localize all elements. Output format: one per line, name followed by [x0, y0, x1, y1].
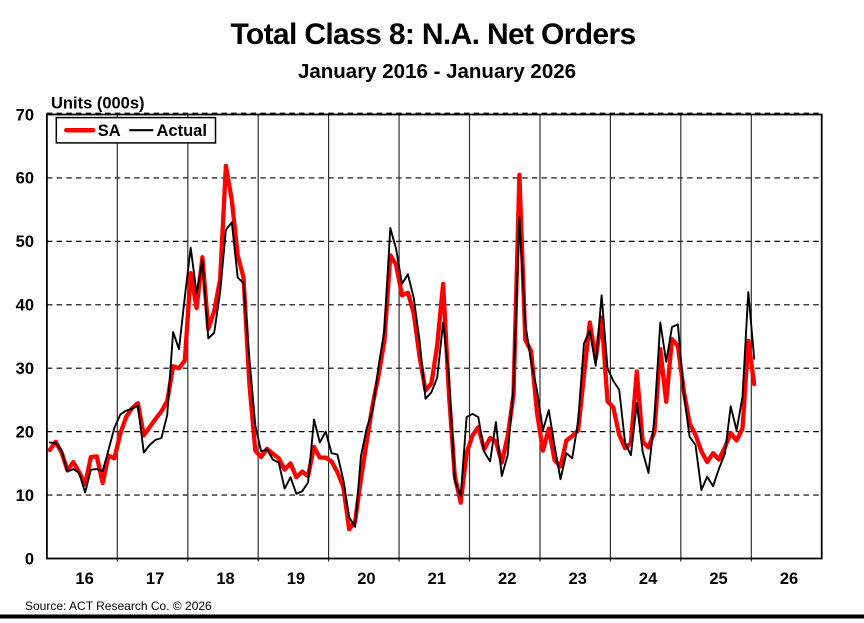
- svg-text:60: 60: [16, 170, 34, 188]
- svg-text:19: 19: [287, 570, 305, 588]
- svg-text:16: 16: [75, 570, 93, 588]
- svg-text:70: 70: [16, 106, 34, 124]
- svg-text:21: 21: [428, 570, 446, 588]
- svg-text:50: 50: [16, 233, 34, 251]
- svg-text:24: 24: [639, 570, 658, 588]
- svg-text:17: 17: [146, 570, 164, 588]
- svg-text:40: 40: [16, 297, 34, 315]
- svg-text:0: 0: [25, 550, 34, 568]
- svg-text:25: 25: [709, 570, 727, 588]
- svg-text:30: 30: [16, 360, 34, 378]
- svg-text:26: 26: [780, 570, 798, 588]
- svg-text:23: 23: [569, 570, 587, 588]
- svg-text:SA: SA: [98, 122, 121, 140]
- svg-text:20: 20: [16, 423, 34, 441]
- svg-text:18: 18: [216, 570, 234, 588]
- svg-text:22: 22: [498, 570, 516, 588]
- svg-text:Actual: Actual: [157, 122, 207, 140]
- svg-text:10: 10: [16, 487, 34, 505]
- svg-text:Source: ACT Research Co. © 20: Source: ACT Research Co. © 2026: [25, 599, 212, 613]
- svg-text:Units (000s): Units (000s): [51, 95, 145, 113]
- svg-text:20: 20: [357, 570, 375, 588]
